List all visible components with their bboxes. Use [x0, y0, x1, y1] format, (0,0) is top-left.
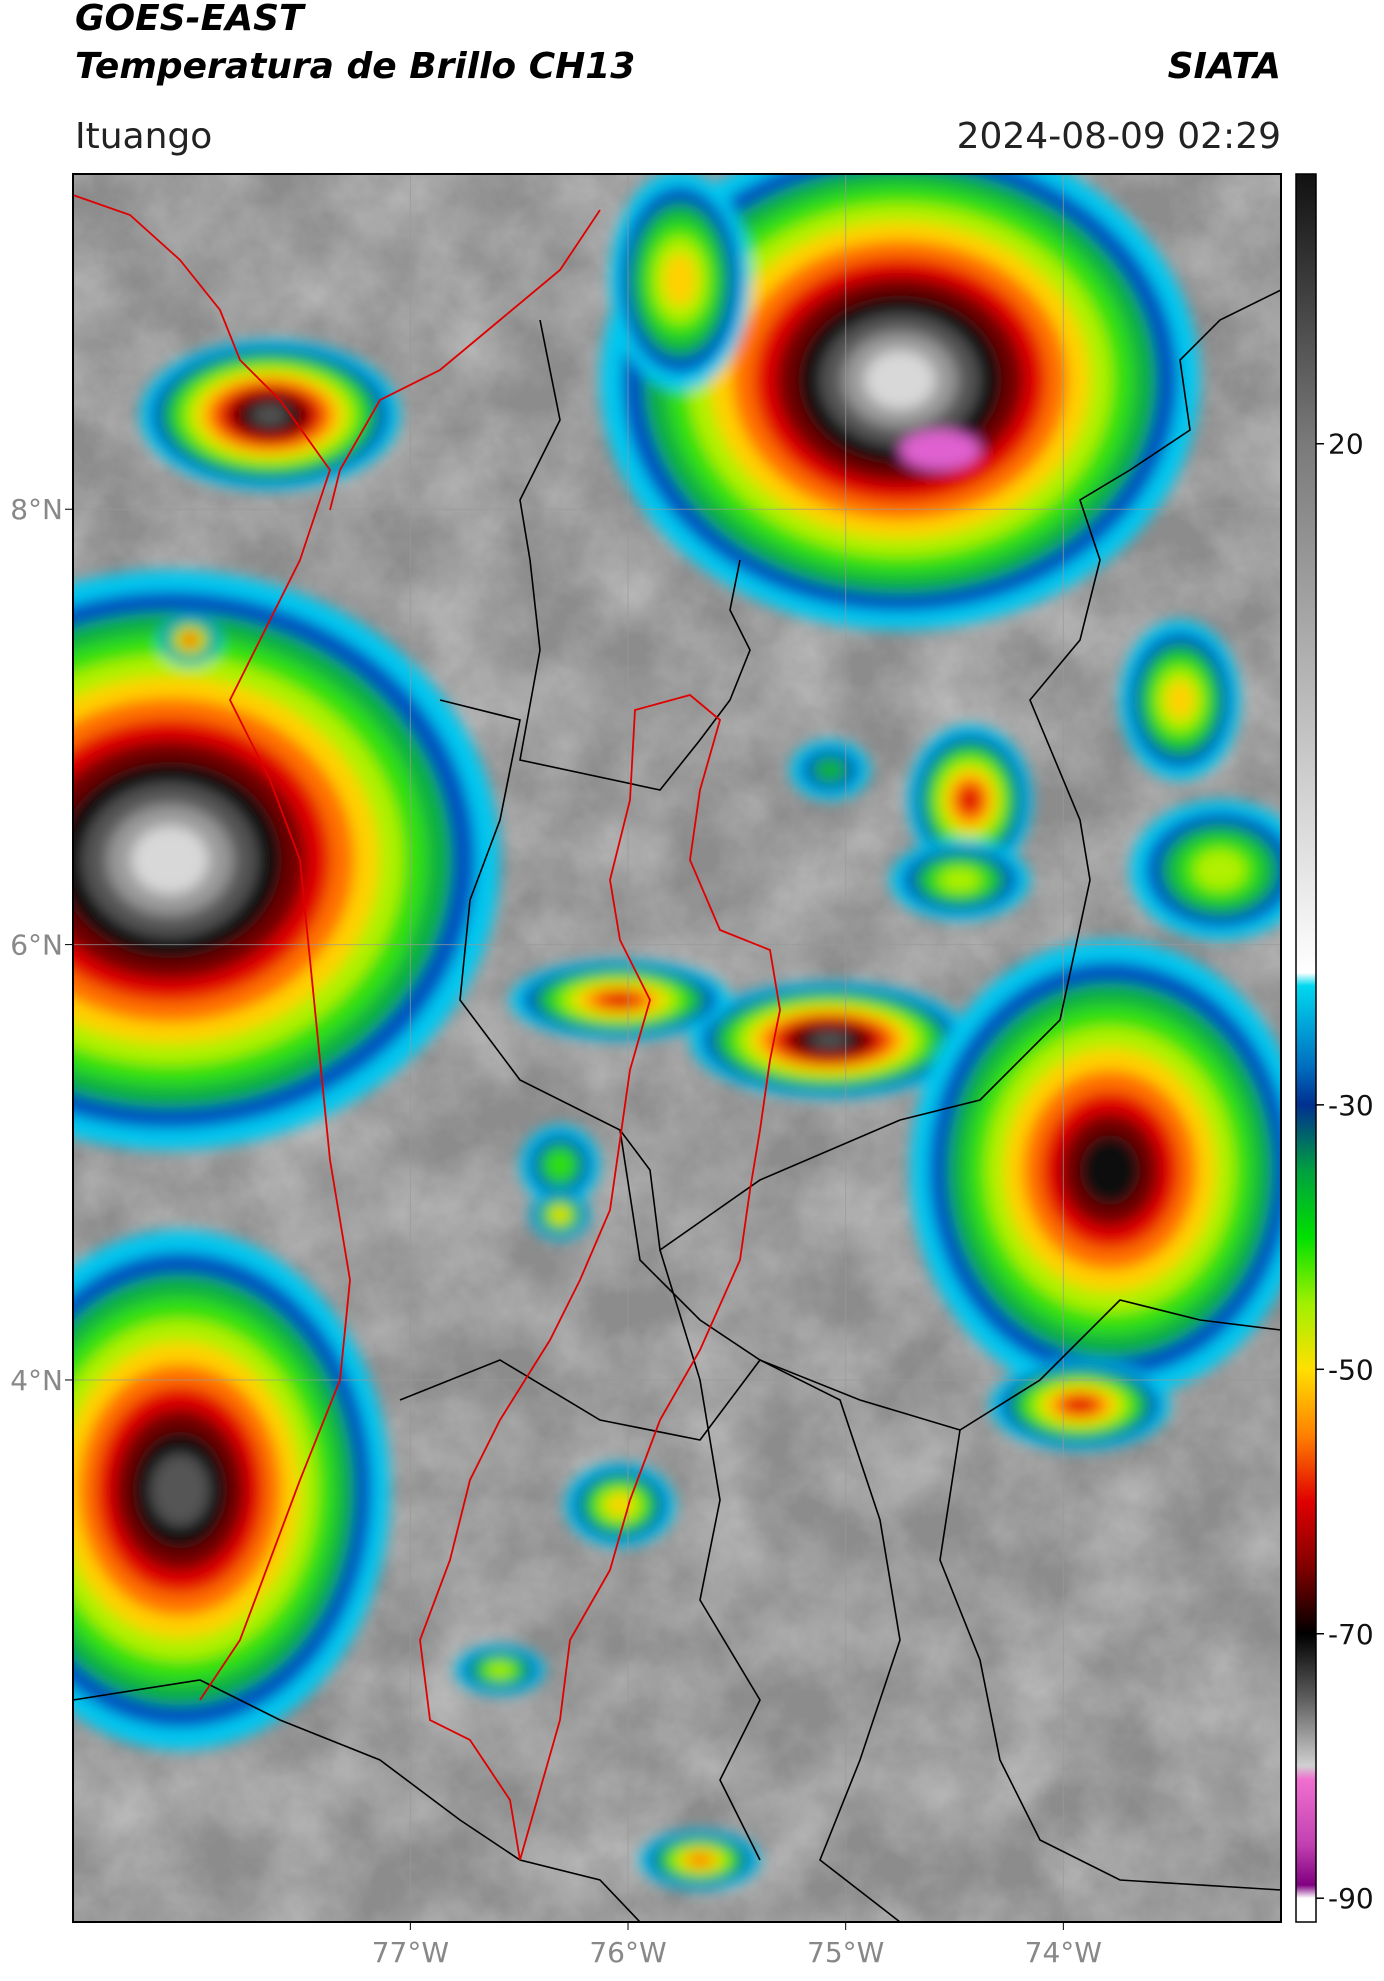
y-tick-label: 8°N [10, 493, 63, 526]
source: SIATA [1168, 46, 1281, 87]
border [399, 1299, 1281, 1441]
storm-ring [958, 786, 982, 814]
border [619, 1129, 901, 1922]
grid [73, 174, 1281, 1922]
admin-boundaries [73, 194, 781, 1861]
x-tick-label: 74°W [1025, 1936, 1102, 1969]
coastline [329, 209, 601, 511]
y-tick-label: 6°N [10, 929, 63, 962]
storm-ring [940, 868, 980, 892]
storm-ring [487, 1662, 513, 1678]
storm-ring [546, 1151, 574, 1179]
x-tick-label: 75°W [807, 1936, 884, 1969]
storm-ring [687, 1853, 713, 1867]
storm-ring [184, 635, 196, 645]
storm-ring [864, 350, 936, 410]
x-tick-label: 77°W [372, 1936, 449, 1969]
colorbar-tick-label: -90 [1328, 1882, 1374, 1915]
colorbar: 20 -30 -50 -70 -90 [1295, 173, 1374, 1923]
border [899, 289, 1281, 1121]
subtitle: Temperatura de Brillo CH13 [75, 46, 635, 87]
colorbar-tick-label: -70 [1328, 1618, 1374, 1651]
border [519, 319, 751, 791]
colorbar-tick-label: -30 [1328, 1089, 1374, 1122]
storm-ring [552, 1208, 568, 1222]
storm-ring [1165, 680, 1195, 720]
storm-ring [663, 253, 697, 307]
storms [73, 174, 1281, 1890]
datetime: 2024-08-09 02:29 [957, 116, 1281, 157]
map-area [73, 174, 1281, 1922]
region-boundary [419, 694, 781, 1861]
colorbar-tick-label: 20 [1328, 428, 1364, 461]
y-tick-label: 4°N [10, 1364, 63, 1397]
overshoot [900, 430, 980, 470]
storm-ring [252, 404, 288, 426]
border [439, 699, 901, 1252]
border [939, 1429, 1281, 1891]
border [73, 1679, 641, 1922]
storm-ring [131, 825, 209, 895]
storm-ring [812, 756, 848, 784]
region: Ituango [75, 116, 212, 157]
storm-ring [1063, 1396, 1097, 1414]
colorbar-fill [1295, 173, 1317, 1923]
storm-ring [599, 992, 641, 1008]
border [659, 1249, 761, 1861]
map-frame [72, 173, 1282, 1923]
storm-ring [151, 1454, 209, 1526]
x-tick-label: 76°W [589, 1936, 666, 1969]
borders [73, 289, 1281, 1922]
storm-ring [810, 1032, 850, 1048]
storm-ring [1194, 850, 1246, 890]
storm-ring [1079, 1135, 1141, 1205]
title: GOES-EAST [75, 0, 306, 39]
colorbar-tick-label: -50 [1328, 1353, 1374, 1386]
coastline [73, 194, 351, 1701]
